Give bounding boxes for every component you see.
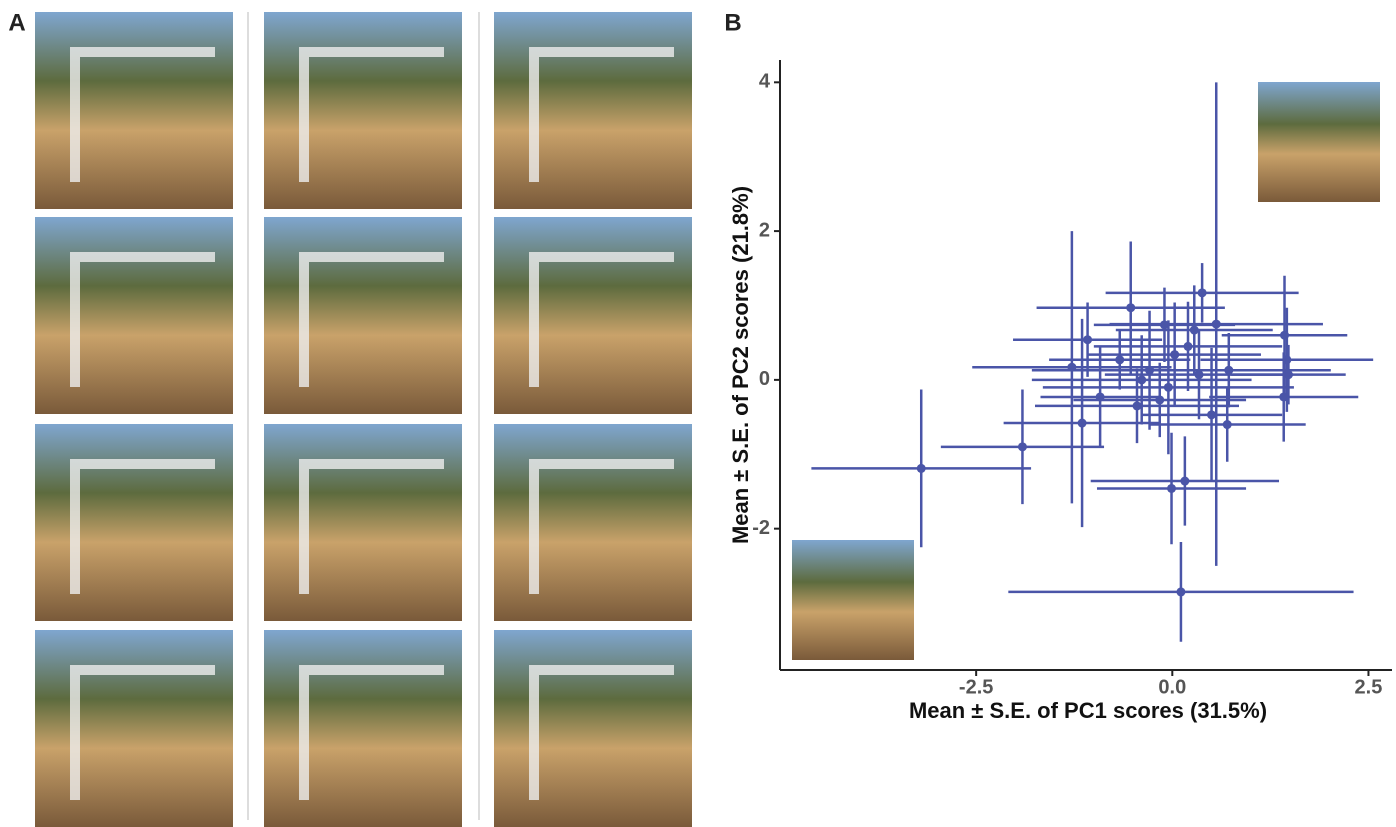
- point: [1115, 355, 1124, 364]
- panel-label: B: [724, 9, 741, 36]
- x-tick-label: 2.5: [1355, 676, 1383, 698]
- photo: [35, 630, 233, 827]
- photo: [494, 630, 692, 827]
- point: [917, 464, 926, 473]
- y-tick-label: 4: [759, 71, 771, 93]
- point: [1083, 335, 1092, 344]
- photo-grid: [35, 12, 692, 827]
- y-tick-label: 2: [759, 219, 770, 241]
- x-tick-label: -2.5: [959, 676, 993, 698]
- inset-photo: [1258, 82, 1380, 202]
- point: [1190, 326, 1199, 335]
- point: [1207, 410, 1216, 419]
- point: [1176, 587, 1185, 596]
- point: [1167, 484, 1176, 493]
- panel-label: A: [8, 9, 25, 36]
- point: [1280, 331, 1289, 340]
- x-tick-label: 0.0: [1158, 676, 1186, 698]
- photo: [35, 424, 233, 621]
- point: [1223, 420, 1232, 429]
- photo: [494, 12, 692, 209]
- point: [1126, 303, 1135, 312]
- point: [1164, 383, 1173, 392]
- photo: [35, 217, 233, 414]
- point: [1018, 442, 1027, 451]
- point: [1198, 288, 1207, 297]
- point: [1155, 395, 1164, 404]
- point: [1137, 375, 1146, 384]
- point: [1170, 350, 1179, 359]
- photo: [264, 217, 462, 414]
- inset-photo: [792, 540, 914, 660]
- figure: A B Mean ± S.E. of PC1 scores (31.5%) Me…: [0, 0, 1396, 827]
- y-tick-label: 0: [759, 368, 770, 390]
- photo: [264, 12, 462, 209]
- point: [1184, 342, 1193, 351]
- point: [1133, 401, 1142, 410]
- photo: [264, 424, 462, 621]
- point: [1078, 419, 1087, 428]
- x-axis-title: Mean ± S.E. of PC1 scores (31.5%): [909, 698, 1267, 723]
- photo: [494, 217, 692, 414]
- point: [1194, 370, 1203, 379]
- y-axis-title: Mean ± S.E. of PC2 scores (21.8%): [728, 186, 753, 544]
- photo: [264, 630, 462, 827]
- point: [1180, 477, 1189, 486]
- photo: [494, 424, 692, 621]
- photo: [35, 12, 233, 209]
- point: [1224, 366, 1233, 375]
- y-tick-label: -2: [752, 517, 770, 539]
